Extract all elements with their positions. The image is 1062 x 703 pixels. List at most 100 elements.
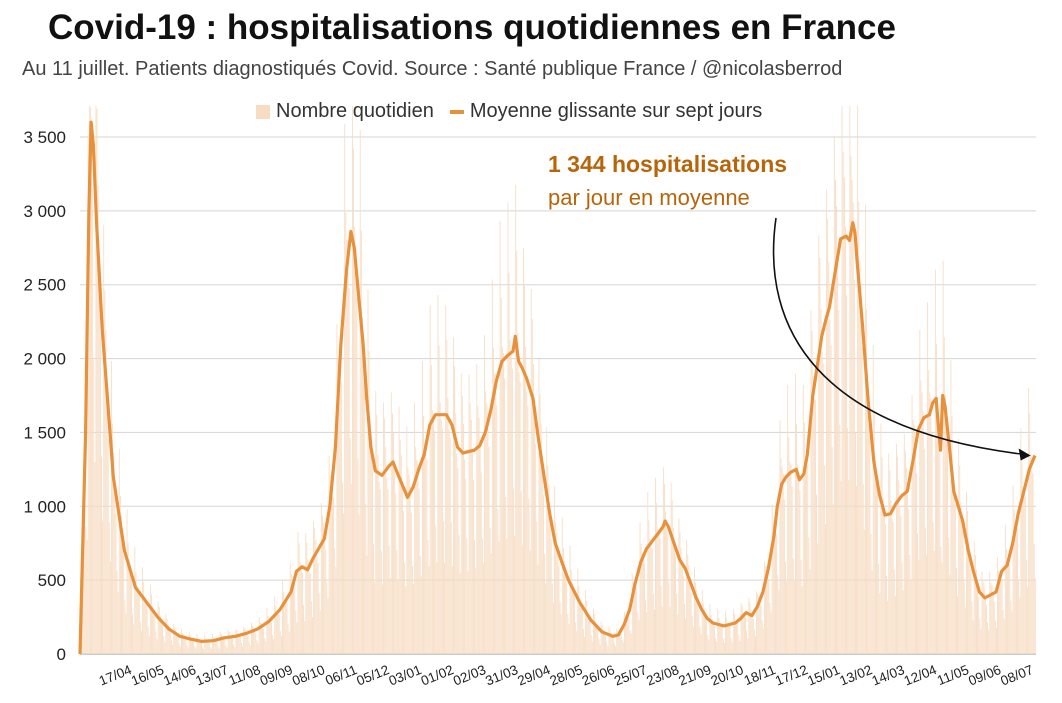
- daily-bar: [536, 521, 538, 654]
- daily-bar: [850, 155, 852, 654]
- daily-bar: [691, 615, 693, 654]
- daily-bar: [99, 336, 101, 654]
- daily-bar: [195, 648, 197, 654]
- daily-bar: [372, 465, 373, 654]
- daily-bar: [365, 503, 367, 654]
- daily-bar: [476, 363, 478, 654]
- daily-bar: [585, 589, 587, 654]
- daily-bar: [366, 555, 368, 654]
- daily-bar: [597, 629, 599, 654]
- daily-bar: [463, 423, 464, 654]
- daily-bar: [98, 278, 100, 654]
- daily-bar: [489, 527, 491, 654]
- daily-bar: [816, 494, 817, 654]
- daily-bar: [548, 484, 550, 654]
- daily-bar: [894, 596, 896, 654]
- daily-bar: [861, 347, 863, 654]
- daily-bar: [782, 473, 784, 654]
- daily-bar: [138, 595, 140, 654]
- daily-bar: [131, 579, 132, 654]
- daily-bar: [882, 497, 884, 654]
- daily-bar: [106, 387, 108, 654]
- daily-bar: [686, 539, 688, 654]
- daily-bar: [132, 613, 134, 654]
- daily-bar: [953, 494, 955, 654]
- daily-bar: [783, 499, 785, 654]
- daily-bar: [487, 412, 489, 654]
- daily-bar: [437, 295, 439, 654]
- daily-bar: [570, 569, 572, 654]
- daily-bar: [478, 417, 480, 654]
- daily-bar: [950, 360, 952, 654]
- daily-bar: [720, 624, 722, 654]
- daily-bar: [685, 619, 686, 654]
- daily-bar: [265, 641, 267, 654]
- daily-bar: [797, 464, 799, 654]
- daily-bar: [890, 500, 892, 654]
- y-tick-label: 0: [57, 645, 66, 664]
- daily-bar: [1007, 558, 1008, 654]
- daily-bar: [433, 415, 434, 654]
- daily-bars: [81, 105, 1036, 655]
- daily-bar: [809, 569, 811, 654]
- daily-bar: [648, 520, 650, 654]
- daily-bar: [846, 295, 847, 654]
- daily-bar: [587, 612, 589, 654]
- daily-bar: [256, 640, 258, 654]
- daily-bar: [217, 646, 219, 654]
- daily-bar: [330, 471, 332, 654]
- daily-bar: [538, 358, 540, 654]
- daily-bar: [614, 643, 615, 654]
- daily-bar: [219, 631, 221, 654]
- daily-bar: [286, 602, 288, 654]
- daily-bar: [254, 630, 256, 654]
- daily-bar: [569, 545, 571, 654]
- daily-bar: [859, 260, 861, 654]
- daily-bar: [441, 428, 443, 654]
- daily-bar: [477, 405, 479, 654]
- daily-bar: [910, 579, 912, 654]
- daily-bar: [269, 618, 271, 654]
- daily-bar: [332, 478, 333, 654]
- daily-bar: [743, 616, 745, 654]
- daily-bar: [197, 637, 199, 654]
- daily-bar: [165, 614, 167, 654]
- daily-bar: [167, 624, 169, 654]
- daily-bar: [243, 626, 245, 654]
- daily-bar: [565, 567, 567, 654]
- daily-bar: [340, 381, 342, 654]
- daily-bar: [401, 482, 403, 654]
- daily-bar: [418, 488, 420, 654]
- daily-bar: [244, 628, 246, 654]
- daily-bar: [276, 610, 278, 654]
- daily-bar: [387, 489, 389, 654]
- daily-bar: [810, 310, 812, 654]
- daily-bar: [983, 587, 985, 654]
- daily-bar: [930, 398, 932, 654]
- daily-bar: [375, 390, 377, 654]
- daily-bar: [262, 624, 263, 654]
- daily-bar: [169, 632, 171, 654]
- daily-bar: [835, 180, 836, 654]
- daily-bar: [899, 505, 901, 654]
- daily-bar: [384, 418, 386, 654]
- daily-bar: [117, 592, 119, 654]
- daily-bar: [523, 247, 524, 654]
- daily-bar: [832, 504, 834, 654]
- daily-bar: [619, 632, 621, 654]
- daily-bar: [188, 631, 190, 654]
- daily-bar: [682, 575, 684, 654]
- daily-bar: [678, 518, 680, 654]
- daily-bar: [206, 640, 208, 654]
- daily-bar: [171, 640, 172, 654]
- daily-bar: [238, 636, 240, 654]
- daily-bar: [297, 531, 299, 654]
- daily-bar: [1006, 549, 1007, 654]
- daily-bar: [939, 454, 941, 654]
- daily-bar: [227, 629, 229, 654]
- daily-bar: [567, 613, 569, 654]
- daily-bar: [448, 429, 450, 654]
- daily-bar: [225, 644, 227, 654]
- daily-bar: [383, 402, 384, 654]
- daily-bar: [259, 622, 261, 654]
